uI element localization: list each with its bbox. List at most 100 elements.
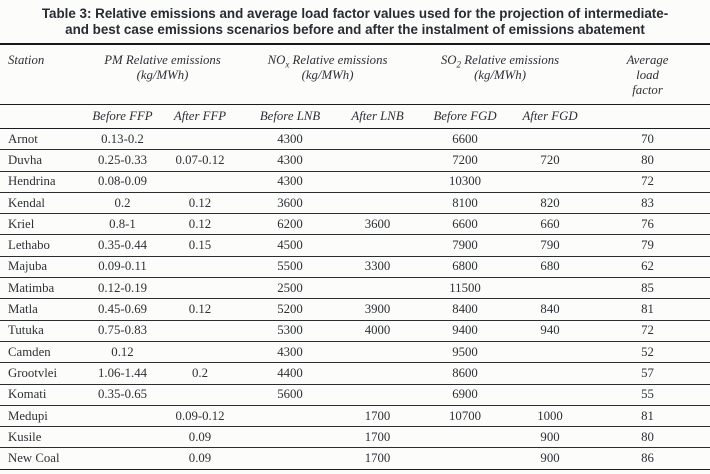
cell-nox-after-lnb	[340, 149, 416, 172]
cell-nox-after-lnb	[340, 362, 416, 385]
cell-pm-before-ffp	[85, 447, 160, 470]
cell-station: Kendal	[0, 192, 85, 215]
table-row: New Coal 0.09 1700 900 86	[0, 447, 710, 470]
cell-pm-before-ffp: 0.35-0.44	[85, 234, 160, 257]
cell-average-load-factor: 80	[585, 149, 710, 172]
cell-nox-after-lnb	[340, 384, 416, 406]
cell-pm-before-ffp: 0.2	[85, 192, 160, 215]
cell-average-load-factor: 86	[585, 447, 710, 470]
cell-average-load-factor: 62	[585, 256, 710, 279]
cell-pm-after-ffp	[160, 277, 241, 300]
sub-header-after-lnb: After LNB	[340, 104, 416, 129]
cell-pm-after-ffp: 0.12	[160, 192, 241, 215]
emissions-table: Station PM Relative emissions (kg/MWh) N…	[0, 45, 710, 470]
cell-so2-after-fgd: 1000	[515, 405, 586, 428]
table-row: Kriel 0.8-1 0.12 6200 3600 6600 660 76	[0, 213, 710, 236]
cell-nox-after-lnb: 1700	[340, 405, 416, 428]
sub-header-before-lnb: Before LNB	[240, 104, 341, 129]
cell-so2-before-fgd: 9400	[415, 320, 516, 342]
cell-pm-before-ffp: 0.75-0.83	[85, 320, 160, 342]
cell-station: Grootvlei	[0, 362, 85, 385]
cell-nox-before-lnb: 6200	[240, 213, 341, 236]
cell-station: Arnot	[0, 128, 85, 151]
cell-nox-before-lnb	[240, 447, 341, 470]
cell-station: New Coal	[0, 447, 85, 470]
table-row: Kendal 0.2 0.12 3600 8100 820 83	[0, 192, 710, 215]
cell-so2-after-fgd: 900	[515, 426, 586, 449]
cell-pm-before-ffp	[85, 405, 160, 428]
cell-pm-after-ffp	[160, 384, 241, 406]
sub-header-before-ffp: Before FFP	[85, 104, 160, 129]
cell-nox-before-lnb: 5200	[240, 298, 341, 321]
cell-pm-before-ffp: 0.45-0.69	[85, 298, 160, 321]
cell-pm-after-ffp: 0.07-0.12	[160, 149, 241, 172]
cell-nox-after-lnb	[340, 171, 416, 193]
cell-so2-after-fgd	[515, 362, 586, 385]
cell-average-load-factor: 52	[585, 341, 710, 364]
table-row: Tutuka 0.75-0.83 5300 4000 9400 940 72	[0, 320, 710, 342]
cell-average-load-factor: 81	[585, 298, 710, 321]
cell-pm-before-ffp: 0.12-0.19	[85, 277, 160, 300]
cell-average-load-factor: 72	[585, 171, 710, 193]
group-header-row: Station PM Relative emissions (kg/MWh) N…	[0, 45, 710, 105]
cell-average-load-factor: 85	[585, 277, 710, 300]
table-row: Matimba 0.12-0.19 2500 11500 85	[0, 277, 710, 300]
cell-nox-after-lnb: 4000	[340, 320, 416, 342]
cell-average-load-factor: 55	[585, 384, 710, 406]
cell-nox-after-lnb: 1700	[340, 447, 416, 470]
sub-header-after-ffp: After FFP	[160, 104, 241, 129]
cell-nox-after-lnb: 1700	[340, 426, 416, 449]
cell-so2-after-fgd	[515, 384, 586, 406]
table-caption-line-2: and best case emissions scenarios before…	[65, 22, 645, 37]
cell-so2-before-fgd: 11500	[415, 277, 516, 300]
cell-nox-after-lnb	[340, 128, 416, 151]
cell-nox-before-lnb: 4500	[240, 234, 341, 257]
nox-header-unit: (kg/MWh)	[301, 68, 354, 82]
cell-pm-before-ffp: 0.8-1	[85, 213, 160, 236]
cell-station: Matimba	[0, 277, 85, 300]
cell-so2-after-fgd: 790	[515, 234, 586, 257]
cell-so2-after-fgd: 680	[515, 256, 586, 279]
cell-pm-before-ffp: 0.35-0.65	[85, 384, 160, 406]
table-row: Arnot 0.13-0.2 4300 6600 70	[0, 128, 710, 151]
cell-pm-before-ffp: 0.09-0.11	[85, 256, 160, 279]
cell-so2-after-fgd: 820	[515, 192, 586, 215]
table-row: Kusile 0.09 1700 900 80	[0, 426, 710, 449]
table-caption: Table 3: Relative emissions and average …	[0, 0, 710, 45]
cell-nox-after-lnb	[340, 277, 416, 300]
cell-so2-after-fgd	[515, 128, 586, 151]
table-row: Hendrina 0.08-0.09 4300 10300 72	[0, 171, 710, 193]
cell-station: Camden	[0, 341, 85, 364]
cell-average-load-factor: 80	[585, 426, 710, 449]
cell-nox-after-lnb: 3600	[340, 213, 416, 236]
cell-so2-after-fgd: 720	[515, 149, 586, 172]
table-row: Camden 0.12 4300 9500 52	[0, 341, 710, 364]
nox-header-label: NOx Relative emissions	[267, 53, 388, 70]
cell-average-load-factor: 79	[585, 234, 710, 257]
table-row: Matla 0.45-0.69 0.12 5200 3900 8400 840 …	[0, 298, 710, 321]
cell-station: Hendrina	[0, 171, 85, 193]
column-header-pm: PM Relative emissions (kg/MWh)	[85, 45, 241, 105]
cell-nox-before-lnb	[240, 405, 341, 428]
cell-pm-before-ffp: 0.25-0.33	[85, 149, 160, 172]
cell-pm-after-ffp: 0.09-0.12	[160, 405, 241, 428]
cell-average-load-factor: 76	[585, 213, 710, 236]
cell-pm-after-ffp	[160, 171, 241, 193]
sub-header-after-fgd: After FGD	[515, 104, 586, 129]
cell-average-load-factor: 81	[585, 405, 710, 428]
cell-so2-before-fgd	[415, 447, 516, 470]
cell-so2-before-fgd: 10300	[415, 171, 516, 193]
cell-so2-after-fgd: 660	[515, 213, 586, 236]
cell-so2-before-fgd: 7900	[415, 234, 516, 257]
cell-so2-before-fgd: 6600	[415, 213, 516, 236]
cell-pm-after-ffp	[160, 128, 241, 151]
cell-station: Kusile	[0, 426, 85, 449]
cell-so2-before-fgd: 10700	[415, 405, 516, 428]
cell-nox-before-lnb: 2500	[240, 277, 341, 300]
pm-header-unit: (kg/MWh)	[136, 68, 189, 82]
cell-so2-after-fgd: 900	[515, 447, 586, 470]
cell-pm-before-ffp: 0.13-0.2	[85, 128, 160, 151]
cell-nox-before-lnb: 5300	[240, 320, 341, 342]
cell-station: Matla	[0, 298, 85, 321]
